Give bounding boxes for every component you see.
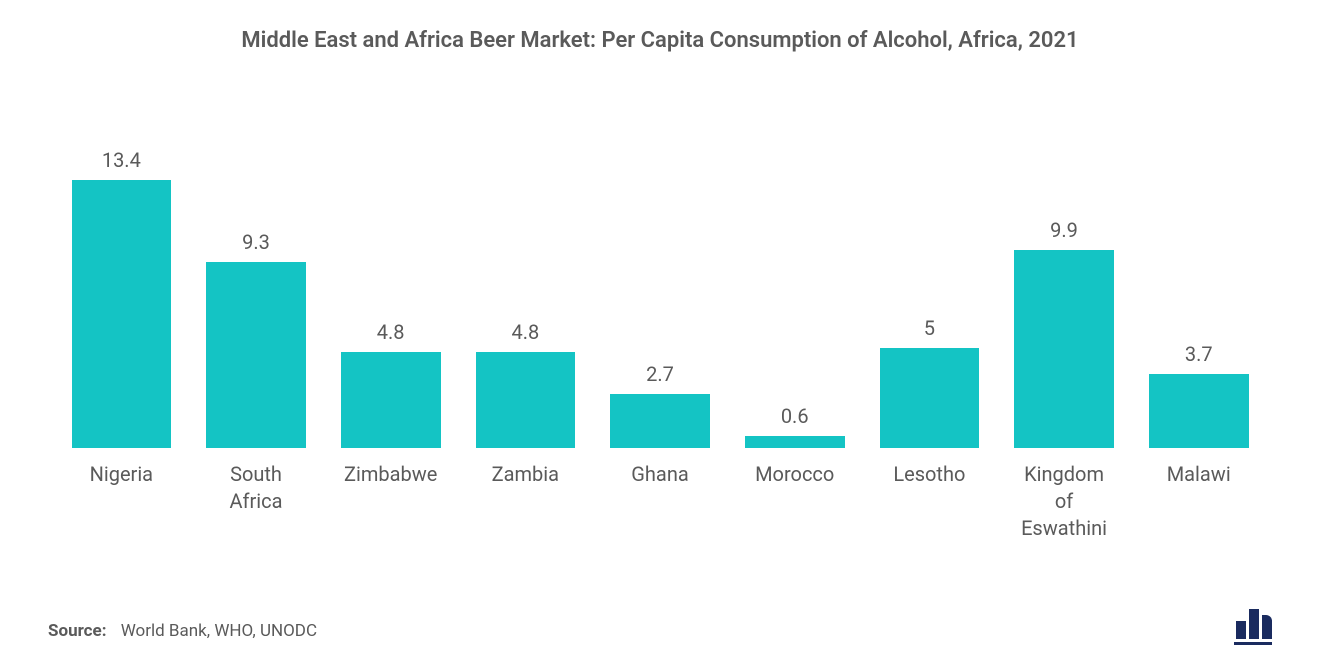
bar-column: 4.8: [458, 109, 593, 448]
bar-value-label: 9.9: [1050, 218, 1078, 242]
bar: [72, 180, 172, 448]
bar: [610, 394, 710, 448]
bar: [880, 348, 980, 448]
brand-logo: [1236, 609, 1272, 641]
bar-value-label: 0.6: [781, 404, 809, 428]
bar-column: 9.9: [997, 109, 1132, 448]
chart-footer: Source: World Bank, WHO, UNODC: [48, 609, 1272, 641]
chart-area: 13.49.34.84.82.70.659.93.7 NigeriaSouthA…: [54, 109, 1266, 529]
source-label: Source:: [48, 621, 106, 641]
category-labels-row: NigeriaSouthAfricaZimbabweZambiaGhanaMor…: [54, 461, 1266, 542]
bar: [206, 262, 306, 448]
category-label: Lesotho: [862, 461, 997, 542]
bar-column: 4.8: [323, 109, 458, 448]
category-label: Zambia: [458, 461, 593, 542]
source-text: World Bank, WHO, UNODC: [121, 621, 317, 641]
category-label: Ghana: [593, 461, 728, 542]
bar-value-label: 5: [924, 316, 935, 340]
bar-column: 2.7: [593, 109, 728, 448]
bar-value-label: 2.7: [646, 362, 674, 386]
bar-column: 5: [862, 109, 997, 448]
logo-underline-icon: [1234, 642, 1272, 645]
bar: [476, 352, 576, 448]
bar: [745, 436, 845, 448]
bar-value-label: 4.8: [377, 320, 405, 344]
bars-row: 13.4 9.3 4.8 4.8 2.7 0.6 5 9.9 3.7: [54, 109, 1266, 449]
bar-value-label: 3.7: [1185, 342, 1213, 366]
chart-title: Middle East and Africa Beer Market: Per …: [48, 28, 1272, 53]
chart-container: Middle East and Africa Beer Market: Per …: [0, 0, 1320, 665]
category-label: Zimbabwe: [323, 461, 458, 542]
bar-column: 9.3: [189, 109, 324, 448]
bar-column: 13.4: [54, 109, 189, 448]
bar-value-label: 13.4: [102, 148, 141, 172]
bar-value-label: 9.3: [242, 230, 270, 254]
category-label: SouthAfrica: [189, 461, 324, 542]
bar-column: 3.7: [1131, 109, 1266, 448]
bar-value-label: 4.8: [511, 320, 539, 344]
category-label: Nigeria: [54, 461, 189, 542]
bar: [1149, 374, 1249, 448]
logo-bar-icon: [1249, 609, 1259, 639]
category-label: Malawi: [1131, 461, 1266, 542]
bar: [1014, 250, 1114, 448]
bar-column: 0.6: [727, 109, 862, 448]
category-label: Morocco: [727, 461, 862, 542]
logo-bar-icon: [1236, 621, 1246, 639]
category-label: KingdomofEswathini: [997, 461, 1132, 542]
bar: [341, 352, 441, 448]
source-line: Source: World Bank, WHO, UNODC: [48, 621, 317, 641]
logo-bar-icon: [1262, 615, 1272, 639]
